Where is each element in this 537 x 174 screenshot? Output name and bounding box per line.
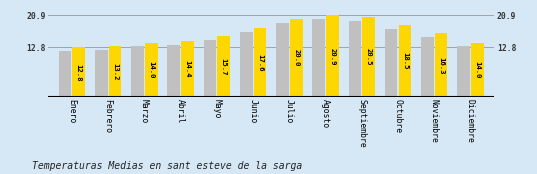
Bar — [421, 37, 434, 97]
Bar — [326, 15, 339, 97]
Bar — [217, 36, 230, 97]
Bar — [276, 23, 289, 97]
Text: 15.7: 15.7 — [221, 58, 227, 75]
Text: 16.3: 16.3 — [438, 57, 444, 74]
Bar — [471, 42, 484, 97]
Bar — [398, 25, 411, 97]
Bar — [349, 21, 361, 97]
Text: 20.0: 20.0 — [293, 49, 299, 67]
Text: 17.6: 17.6 — [257, 54, 263, 72]
Bar — [240, 32, 252, 97]
Text: 13.2: 13.2 — [112, 63, 118, 80]
Bar — [181, 41, 194, 97]
Bar — [131, 46, 144, 97]
Text: 20.5: 20.5 — [366, 49, 372, 66]
Text: Temperaturas Medias en sant esteve de la sarga: Temperaturas Medias en sant esteve de la… — [32, 161, 302, 171]
Text: 14.4: 14.4 — [185, 60, 191, 78]
Bar — [362, 17, 375, 97]
Bar — [59, 51, 71, 97]
Bar — [95, 50, 107, 97]
Bar — [290, 19, 302, 97]
Bar — [313, 19, 325, 97]
Bar — [72, 47, 85, 97]
Bar — [168, 45, 180, 97]
Bar — [108, 46, 121, 97]
Text: 14.0: 14.0 — [148, 61, 154, 79]
Text: 12.8: 12.8 — [76, 64, 82, 81]
Bar — [435, 33, 447, 97]
Text: 14.0: 14.0 — [474, 61, 481, 79]
Bar — [204, 40, 216, 97]
Bar — [458, 46, 470, 97]
Bar — [145, 42, 157, 97]
Bar — [385, 29, 397, 97]
Text: 20.9: 20.9 — [329, 48, 336, 65]
Text: 18.5: 18.5 — [402, 52, 408, 70]
Bar — [253, 28, 266, 97]
